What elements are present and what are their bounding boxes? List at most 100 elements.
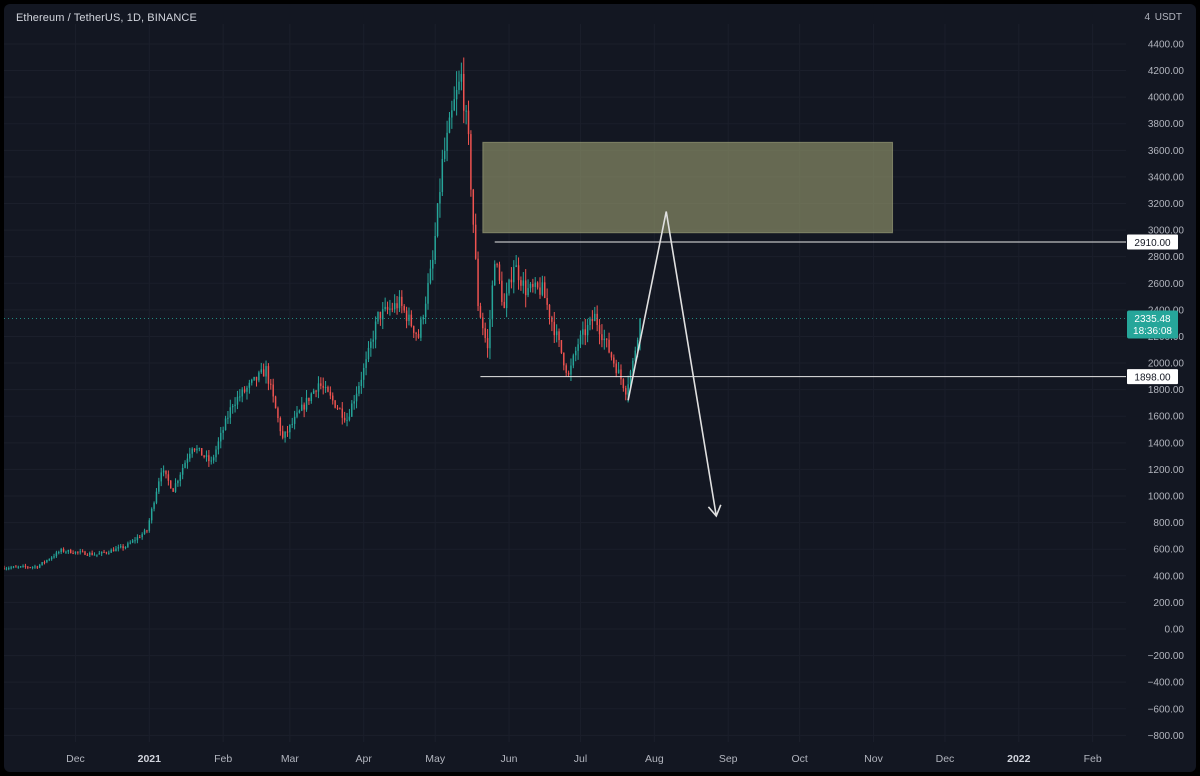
candle-body [560,340,563,353]
candle-body [227,417,229,419]
candle-body [398,296,401,309]
candle [517,257,520,290]
candle-body [379,311,382,320]
candle [291,417,293,429]
candle [217,437,220,455]
level-badge: 2910.00 [1127,234,1178,250]
candle-body [465,110,467,112]
candle [455,71,458,116]
candle-body [386,306,389,310]
countdown-timer: 18:36:08 [1133,326,1172,337]
candle-body [551,317,553,322]
candle [613,354,615,368]
candle-body [265,366,267,377]
candle [362,363,365,388]
candle-body [31,566,34,568]
candle [472,188,475,233]
candle [467,100,470,145]
price-axis: 4400.00 4200.00 4000.00 3800.00 3600.00 3400.… [1148,39,1185,741]
candle [224,415,227,431]
candle-body [446,132,448,151]
candle [534,277,536,294]
level-lines [4,241,1126,378]
candle-body [570,365,572,375]
candle-body [432,259,434,269]
candle-body [605,338,608,340]
candle [167,470,170,486]
candle-body [255,376,258,381]
candle-body [567,372,570,375]
candle [200,448,203,456]
candle [69,548,72,554]
candle-body [296,412,298,417]
candle [343,411,346,423]
candle-body [162,470,165,473]
candle [439,178,441,218]
candle-body [558,331,560,341]
candle-body [508,279,510,294]
candle-body [236,396,239,405]
candle-body [239,396,241,398]
candle [539,277,541,299]
candle [62,547,65,553]
candle [393,294,396,313]
candle [458,70,460,95]
candle-body [427,282,429,304]
projection-drawing [627,211,722,518]
price-chart[interactable]: 4400.004200.004000.003800.003600.003400.… [4,4,1196,772]
candle-body [148,520,151,531]
candle-body [8,568,10,570]
price-unit[interactable]: USDT [1154,12,1182,23]
candle-body [629,371,632,385]
candle-body [160,472,162,482]
candle [541,275,544,297]
candle [191,447,193,458]
candle [386,301,389,315]
candle-body [105,552,108,554]
candle-body [58,552,60,554]
candle-body [613,357,615,364]
candle-body [251,379,253,383]
candle-body [262,369,265,377]
candle [365,351,367,376]
candle-body [248,382,251,388]
candle-body [365,359,367,368]
candle-body [246,387,248,392]
candle [41,561,43,566]
candle [567,370,570,377]
candle [324,380,327,393]
candle [586,318,589,343]
candle-body [36,566,39,568]
candle [617,361,620,374]
time-tick-label: Dec [66,753,85,765]
candle [484,322,486,343]
candle-body [517,265,520,281]
candle-body [69,550,72,554]
candle [377,311,379,325]
candle [489,309,491,360]
price-tick-label: 4000.00 [1148,93,1185,104]
candle [429,259,432,285]
candle-body [34,566,36,568]
candle [212,454,215,464]
candle-body [565,365,567,373]
candle [410,310,413,328]
candle [72,550,74,555]
candle-body [84,551,86,555]
candle-body [103,551,105,553]
candle [339,407,341,410]
candle-body [139,537,141,539]
candle-body [19,566,22,568]
candle-body [260,369,263,373]
candle-body [62,548,65,552]
price-tick-label: 2000.00 [1148,359,1185,370]
candle [181,464,184,480]
candle-body [482,317,484,329]
candle [60,547,62,555]
candle-body [212,457,215,461]
candle [322,377,324,395]
candle [491,280,494,327]
price-tick-label: 3600.00 [1148,146,1185,157]
candle [262,363,265,377]
